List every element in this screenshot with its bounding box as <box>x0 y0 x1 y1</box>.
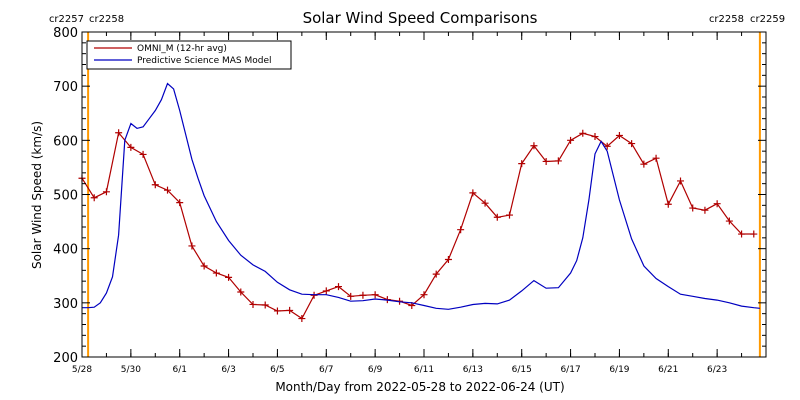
data-point <box>359 291 367 299</box>
rotation-label-right-2: cr2259 <box>750 14 785 25</box>
data-point <box>725 217 733 225</box>
y-axis-label: Solar Wind Speed (km/s) <box>30 121 44 269</box>
data-point <box>591 133 599 141</box>
data-point <box>554 157 562 165</box>
x-tick-label: 6/23 <box>707 365 727 375</box>
data-point <box>90 194 98 202</box>
y-tick-label: 300 <box>53 297 78 312</box>
data-point <box>212 269 220 277</box>
data-point <box>188 242 196 250</box>
y-tick-label: 700 <box>53 80 78 95</box>
x-tick-label: 6/15 <box>512 365 532 375</box>
data-point <box>115 129 123 137</box>
data-point <box>457 226 465 234</box>
data-point <box>664 200 672 208</box>
x-tick-label: 6/3 <box>221 365 235 375</box>
data-point <box>750 230 758 238</box>
rotation-labels: cr2257 cr2258 cr2258 cr2259 <box>49 14 785 25</box>
data-point <box>261 301 269 309</box>
rotation-label-left-2: cr2258 <box>89 14 124 25</box>
y-tick-label: 400 <box>53 243 78 258</box>
x-tick-label: 5/28 <box>72 365 92 375</box>
data-point <box>713 200 721 208</box>
data-point <box>640 160 648 168</box>
data-point <box>298 315 306 323</box>
data-point <box>677 177 684 185</box>
data-point <box>579 129 587 137</box>
y-tick-label: 500 <box>53 189 78 204</box>
data-point <box>506 211 513 219</box>
data-point <box>322 287 330 295</box>
data-point <box>603 142 611 150</box>
data-point <box>164 186 171 194</box>
data-point <box>567 136 575 144</box>
data-point <box>176 199 184 207</box>
x-axis-label: Month/Day from 2022-05-28 to 2022-06-24 … <box>275 380 564 394</box>
data-point <box>273 307 281 315</box>
data-point <box>738 230 746 238</box>
x-tick-label: 6/17 <box>560 365 580 375</box>
x-tick-label: 6/9 <box>368 365 383 375</box>
data-point <box>481 199 489 207</box>
rotation-label-left-1: cr2257 <box>49 14 84 25</box>
data-point <box>628 140 636 148</box>
x-tick-label: 6/1 <box>172 365 186 375</box>
data-point <box>249 300 257 308</box>
x-tick-label: 6/5 <box>270 365 284 375</box>
x-tick-label: 6/11 <box>414 365 434 375</box>
y-tick-label: 600 <box>53 134 78 149</box>
data-point <box>493 213 501 221</box>
x-tick-label: 5/30 <box>121 365 141 375</box>
data-point <box>347 292 355 300</box>
chart-title: Solar Wind Speed Comparisons <box>303 9 538 27</box>
data-point <box>200 262 208 270</box>
data-point <box>102 188 110 196</box>
rotation-label-right-1: cr2258 <box>709 14 744 25</box>
data-point <box>701 206 709 214</box>
x-tick-label: 6/21 <box>658 365 678 375</box>
legend: OMNI_M (12-hr avg) Predictive Science MA… <box>86 40 292 70</box>
data-point <box>530 142 538 150</box>
data-point <box>225 273 233 281</box>
data-point <box>615 131 623 139</box>
data-point <box>286 306 294 314</box>
x-tick-label: 6/13 <box>463 365 483 375</box>
data-point <box>652 154 660 162</box>
y-tick-label: 800 <box>53 26 78 41</box>
series-line-0 <box>81 131 754 320</box>
data-point <box>518 160 526 168</box>
data-point <box>420 291 428 299</box>
y-tick-label: 200 <box>53 351 78 366</box>
data-point <box>237 288 245 296</box>
x-tick-label: 6/19 <box>609 365 629 375</box>
data-point <box>432 270 440 278</box>
data-point <box>371 291 379 299</box>
legend-label-omni: OMNI_M (12-hr avg) <box>137 44 227 54</box>
axes: 200 300 400 500 600 700 800 5/28 5/30 6/1 6/3 6/5 6/… <box>53 26 767 375</box>
data-point <box>139 150 147 158</box>
data-point <box>444 256 452 263</box>
data-point <box>542 157 550 165</box>
data-point <box>151 181 159 189</box>
data-point <box>469 189 477 197</box>
data-point <box>127 143 135 151</box>
legend-box <box>86 40 292 70</box>
x-tick-label: 6/7 <box>319 365 333 375</box>
legend-label-model: Predictive Science MAS Model <box>137 56 272 66</box>
series-line-1 <box>82 82 760 310</box>
data-point <box>689 204 697 212</box>
data-point <box>335 283 342 291</box>
